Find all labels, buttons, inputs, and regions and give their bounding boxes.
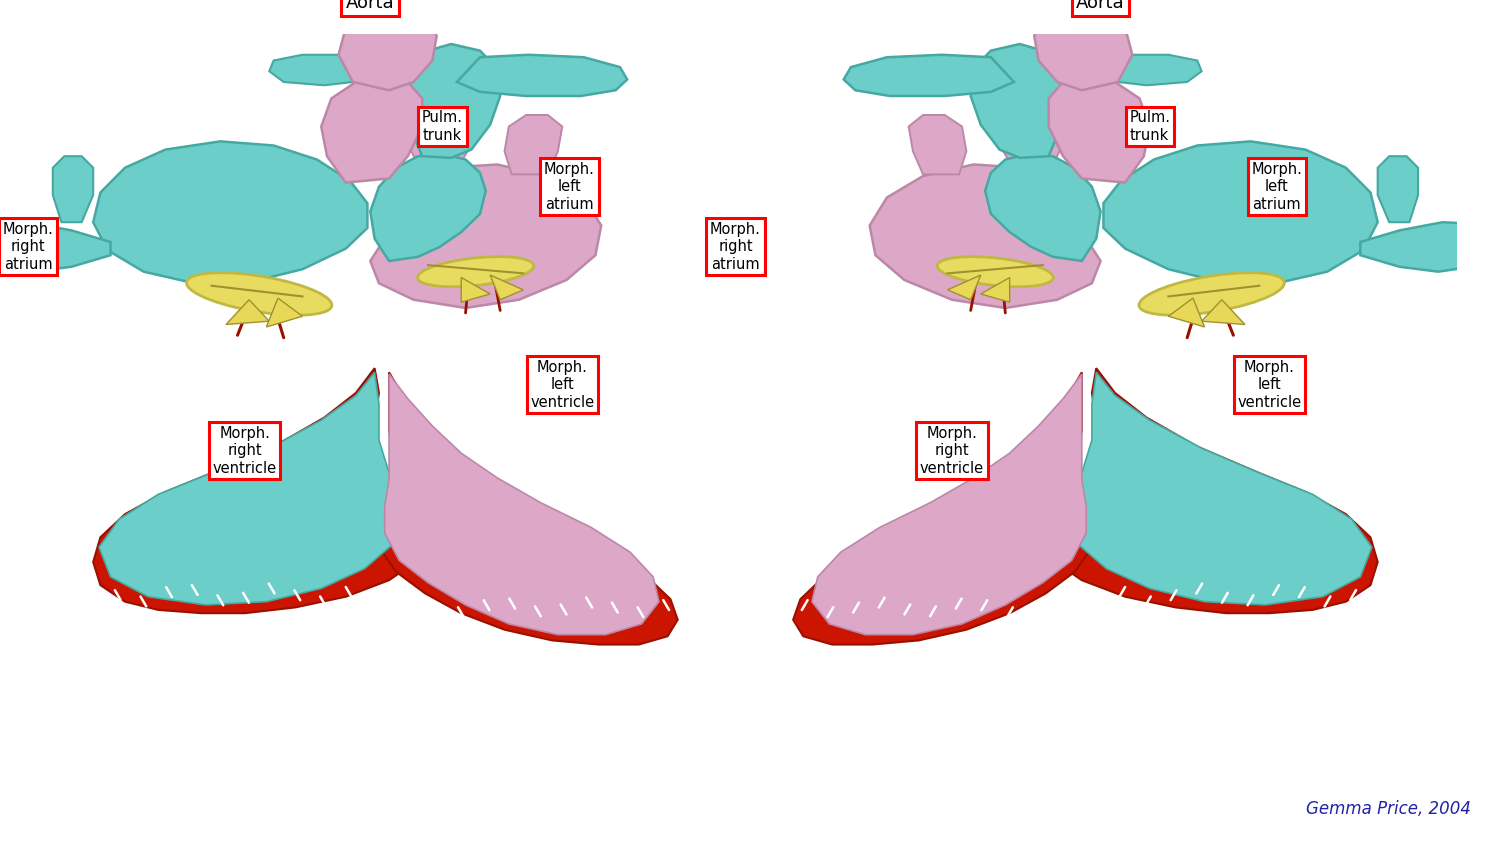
Text: Pulm.
trunk: Pulm. trunk [1130, 110, 1170, 143]
Polygon shape [1042, 369, 1377, 613]
Ellipse shape [417, 257, 534, 287]
Polygon shape [460, 277, 490, 302]
Polygon shape [380, 372, 678, 644]
Polygon shape [970, 44, 1068, 158]
Polygon shape [404, 44, 500, 158]
Polygon shape [339, 8, 436, 90]
Polygon shape [794, 372, 1092, 644]
Text: Aorta: Aorta [346, 0, 394, 12]
Text: Aorta: Aorta [1077, 0, 1125, 12]
Ellipse shape [1138, 273, 1284, 315]
Polygon shape [1064, 372, 1372, 605]
Polygon shape [226, 300, 270, 325]
Polygon shape [360, 0, 414, 14]
Polygon shape [1034, 8, 1132, 90]
Polygon shape [1377, 156, 1417, 222]
Text: Morph.
right
ventricle: Morph. right ventricle [213, 426, 278, 476]
Polygon shape [93, 369, 427, 613]
Polygon shape [1104, 142, 1377, 283]
Polygon shape [267, 298, 303, 327]
Text: Gemma Price, 2004: Gemma Price, 2004 [1305, 800, 1470, 818]
Polygon shape [1168, 298, 1204, 327]
Polygon shape [981, 277, 1010, 302]
Text: Morph.
left
ventricle: Morph. left ventricle [530, 360, 594, 410]
Polygon shape [53, 156, 93, 222]
Polygon shape [909, 115, 966, 174]
Ellipse shape [186, 273, 332, 315]
Polygon shape [948, 275, 981, 300]
Text: Morph.
left
ventricle: Morph. left ventricle [1238, 360, 1302, 410]
Polygon shape [490, 275, 524, 300]
Text: Morph.
left
atrium: Morph. left atrium [544, 161, 596, 211]
Polygon shape [411, 108, 471, 174]
Text: Morph.
right
ventricle: Morph. right ventricle [920, 426, 984, 476]
Polygon shape [1048, 77, 1149, 183]
Polygon shape [843, 55, 1014, 96]
Polygon shape [870, 164, 1101, 308]
Text: Morph.
left
atrium: Morph. left atrium [1251, 161, 1302, 211]
Text: Pulm.
trunk: Pulm. trunk [422, 110, 464, 143]
Polygon shape [270, 55, 352, 85]
Polygon shape [321, 77, 423, 183]
Ellipse shape [938, 257, 1053, 287]
Polygon shape [370, 164, 602, 308]
Text: Morph.
right
atrium: Morph. right atrium [3, 222, 54, 271]
Polygon shape [384, 374, 658, 635]
Polygon shape [986, 154, 1101, 261]
Polygon shape [504, 115, 562, 174]
Polygon shape [1202, 300, 1245, 325]
Polygon shape [93, 142, 368, 283]
Polygon shape [458, 55, 627, 96]
Polygon shape [812, 374, 1086, 635]
Polygon shape [0, 222, 111, 271]
Polygon shape [99, 372, 408, 605]
Polygon shape [370, 154, 486, 261]
Polygon shape [1058, 0, 1110, 14]
Text: Morph.
right
atrium: Morph. right atrium [710, 222, 760, 271]
Polygon shape [999, 108, 1060, 174]
Polygon shape [1360, 222, 1496, 271]
Polygon shape [1118, 55, 1202, 85]
